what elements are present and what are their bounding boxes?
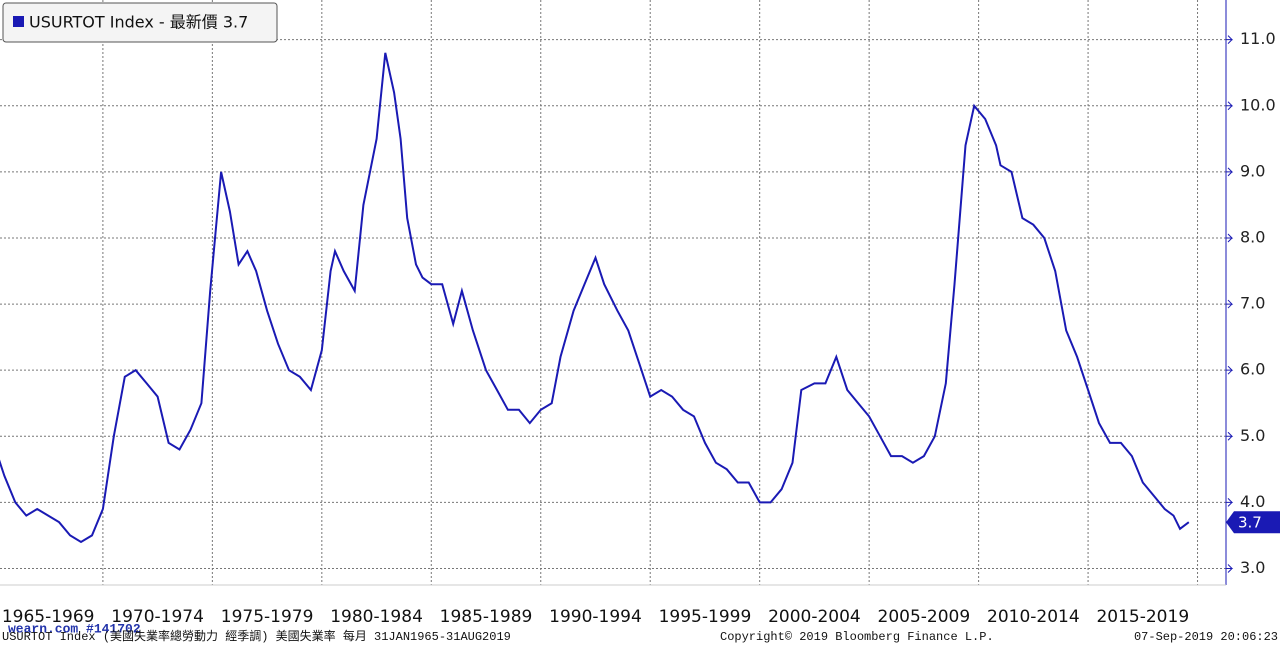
x-tick-label: 2000-2004 xyxy=(768,607,861,627)
y-tick-mark xyxy=(1226,35,1234,45)
y-tick-mark xyxy=(1226,431,1234,441)
x-tick-label: 2005-2009 xyxy=(878,607,971,627)
y-tick-label: 9.0 xyxy=(1240,161,1265,180)
y-tick-mark xyxy=(1226,564,1234,573)
y-tick-mark xyxy=(1226,101,1234,111)
x-tick-label: 1975-1979 xyxy=(221,607,314,627)
y-tick-label: 5.0 xyxy=(1240,426,1265,445)
y-tick-mark xyxy=(1226,365,1234,375)
legend-swatch xyxy=(13,16,24,27)
y-tick-mark xyxy=(1226,167,1234,177)
y-tick-mark xyxy=(1226,299,1234,309)
y-tick-label: 8.0 xyxy=(1240,227,1265,246)
x-tick-label: 1990-1994 xyxy=(549,607,642,627)
legend-label: USURTOT Index - 最新價 3.7 xyxy=(29,13,248,32)
legend-box xyxy=(2,2,278,43)
x-tick-label: 1970-1974 xyxy=(111,607,204,627)
x-tick-label: 2010-2014 xyxy=(987,607,1080,627)
y-tick-mark xyxy=(1226,498,1234,507)
x-tick-label: 1980-1984 xyxy=(330,607,423,627)
x-tick-label: 1985-1989 xyxy=(440,607,533,627)
timestamp: 07-Sep-2019 20:06:23 xyxy=(1134,630,1278,644)
y-tick-label: 4.0 xyxy=(1240,492,1265,511)
copyright: Copyright© 2019 Bloomberg Finance L.P. xyxy=(720,630,994,644)
y-tick-label: 11.0 xyxy=(1240,29,1276,48)
y-tick-label: 10.0 xyxy=(1240,95,1276,114)
x-tick-label: 2015-2019 xyxy=(1096,607,1189,627)
y-tick-label: 6.0 xyxy=(1240,360,1265,379)
y-tick-label: 3.0 xyxy=(1240,558,1265,577)
footer-left: USURTOT Index (美國失業率總勞動力 經季調) 美國失業率 每月 3… xyxy=(2,628,511,644)
x-tick-label: 1995-1999 xyxy=(659,607,752,627)
last-value-box xyxy=(1226,511,1280,534)
y-tick-label: 7.0 xyxy=(1240,294,1265,313)
y-tick-mark xyxy=(1226,233,1234,243)
watermark: wearn.com #141702 xyxy=(8,621,141,636)
last-value-label: 3.7 xyxy=(1238,514,1262,532)
series-line xyxy=(0,52,1190,544)
x-tick-label: 1965-1969 xyxy=(2,607,95,627)
